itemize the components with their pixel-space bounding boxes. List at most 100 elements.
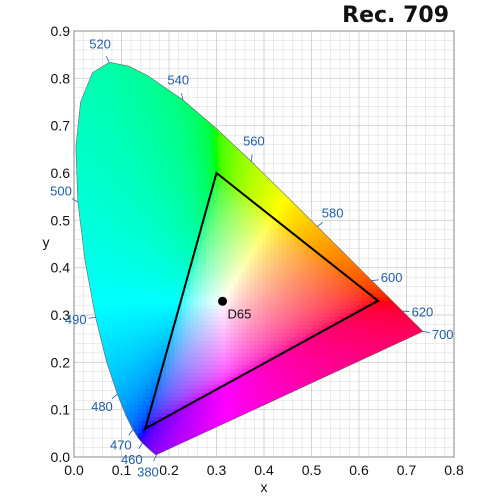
color-cell bbox=[210, 197, 215, 202]
color-cell bbox=[114, 153, 119, 158]
color-cell bbox=[122, 265, 127, 270]
color-cell bbox=[258, 313, 263, 318]
color-cell bbox=[102, 301, 107, 306]
color-cell bbox=[126, 405, 131, 410]
color-cell bbox=[166, 289, 171, 294]
color-cell bbox=[238, 277, 243, 282]
color-cell bbox=[122, 89, 127, 94]
color-cell bbox=[246, 185, 251, 190]
color-cell bbox=[178, 309, 183, 314]
color-cell bbox=[182, 145, 187, 150]
color-cell bbox=[174, 413, 179, 418]
color-cell bbox=[194, 353, 199, 358]
color-cell bbox=[190, 353, 195, 358]
color-cell bbox=[182, 229, 187, 234]
color-cell bbox=[222, 293, 227, 298]
color-cell bbox=[230, 169, 235, 174]
color-cell bbox=[90, 117, 95, 122]
color-cell bbox=[226, 325, 231, 330]
color-cell bbox=[186, 261, 191, 266]
color-cell bbox=[210, 309, 215, 314]
color-cell bbox=[230, 297, 235, 302]
color-cell bbox=[190, 393, 195, 398]
color-cell bbox=[262, 325, 267, 330]
color-cell bbox=[94, 197, 99, 202]
color-cell bbox=[250, 221, 255, 226]
color-cell bbox=[246, 345, 251, 350]
color-cell bbox=[186, 145, 191, 150]
color-cell bbox=[226, 185, 231, 190]
color-cell bbox=[98, 285, 103, 290]
color-cell bbox=[218, 213, 223, 218]
color-cell bbox=[234, 393, 239, 398]
color-cell bbox=[126, 69, 131, 74]
color-cell bbox=[154, 413, 159, 418]
color-cell bbox=[178, 125, 183, 130]
color-cell bbox=[206, 237, 211, 242]
color-cell bbox=[154, 149, 159, 154]
color-cell bbox=[150, 157, 155, 162]
color-cell bbox=[166, 213, 171, 218]
color-cell bbox=[102, 285, 107, 290]
color-cell bbox=[90, 257, 95, 262]
color-cell bbox=[190, 297, 195, 302]
color-cell bbox=[154, 177, 159, 182]
color-cell bbox=[238, 361, 243, 366]
color-cell bbox=[262, 273, 267, 278]
color-cell bbox=[226, 241, 231, 246]
color-cell bbox=[130, 89, 135, 94]
color-cell bbox=[82, 221, 87, 226]
color-cell bbox=[214, 325, 219, 330]
color-cell bbox=[218, 369, 223, 374]
color-cell bbox=[246, 297, 251, 302]
color-cell bbox=[106, 225, 111, 230]
color-cell bbox=[198, 197, 203, 202]
color-cell bbox=[142, 421, 147, 426]
color-cell bbox=[138, 417, 143, 422]
color-cell bbox=[78, 153, 83, 158]
color-cell bbox=[98, 137, 103, 142]
color-cell bbox=[134, 105, 139, 110]
color-cell bbox=[178, 433, 183, 438]
color-cell bbox=[158, 389, 163, 394]
color-cell bbox=[170, 157, 175, 162]
color-cell bbox=[122, 337, 127, 342]
color-cell bbox=[194, 165, 199, 170]
color-cell bbox=[122, 313, 127, 318]
color-cell bbox=[214, 233, 219, 238]
color-cell bbox=[194, 177, 199, 182]
color-cell bbox=[238, 257, 243, 262]
color-cell bbox=[110, 261, 115, 266]
color-cell bbox=[234, 229, 239, 234]
color-cell bbox=[110, 113, 115, 118]
color-cell bbox=[94, 293, 99, 298]
color-cell bbox=[198, 253, 203, 258]
color-cell bbox=[118, 209, 123, 214]
color-cell bbox=[90, 149, 95, 154]
color-cell bbox=[138, 381, 143, 386]
color-cell bbox=[166, 405, 171, 410]
color-cell bbox=[166, 237, 171, 242]
color-cell bbox=[162, 141, 167, 146]
color-cell bbox=[126, 205, 131, 210]
color-cell bbox=[122, 113, 127, 118]
color-cell bbox=[230, 413, 235, 418]
color-cell bbox=[202, 377, 207, 382]
color-cell bbox=[106, 309, 111, 314]
color-cell bbox=[142, 221, 147, 226]
color-cell bbox=[146, 289, 151, 294]
color-cell bbox=[154, 369, 159, 374]
color-cell bbox=[106, 241, 111, 246]
color-cell bbox=[134, 245, 139, 250]
color-cell bbox=[138, 165, 143, 170]
color-cell bbox=[174, 341, 179, 346]
color-cell bbox=[86, 245, 91, 250]
color-cell bbox=[166, 97, 171, 102]
color-cell bbox=[138, 253, 143, 258]
color-cell bbox=[126, 73, 131, 78]
color-cell bbox=[202, 309, 207, 314]
color-cell bbox=[150, 177, 155, 182]
color-cell bbox=[194, 333, 199, 338]
color-cell bbox=[210, 393, 215, 398]
color-cell bbox=[86, 261, 91, 266]
